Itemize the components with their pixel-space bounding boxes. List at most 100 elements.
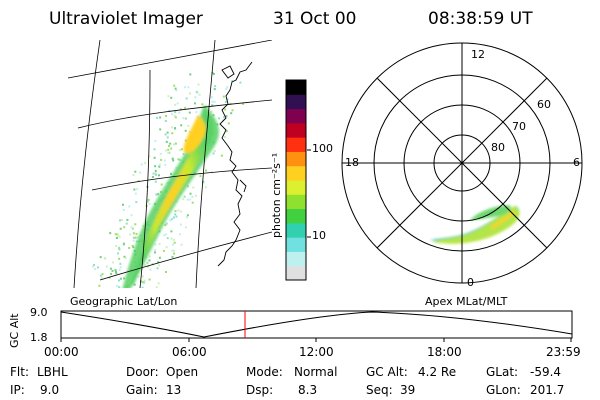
polar-aurora (430, 205, 520, 244)
aurora-oval (122, 105, 219, 288)
aurora-pixel (141, 275, 144, 278)
aurora-pixel (115, 272, 118, 275)
aurora-pixel (175, 89, 178, 92)
aurora-pixel (109, 267, 112, 270)
aurora-pixel (159, 128, 162, 131)
aurora-pixel (187, 86, 190, 89)
aurora-pixel (112, 261, 115, 264)
aurora-pixel (166, 136, 169, 139)
aurora-pixel (104, 256, 107, 259)
aurora-pixel (178, 149, 181, 152)
aurora-pixel (110, 272, 113, 275)
aurora-pixel (218, 117, 221, 120)
aurora-pixel (111, 269, 114, 272)
aurora-pixel (159, 152, 162, 155)
aurora-pixel (165, 246, 168, 249)
color-bar-segment (286, 265, 306, 281)
aurora-pixel (199, 173, 202, 176)
aurora-pixel (118, 279, 120, 282)
aurora-pixel (226, 86, 229, 89)
aurora-pixel (201, 103, 204, 106)
color-bar-ticks (307, 149, 311, 238)
gcalt-value: 4.2 Re (418, 365, 457, 379)
aurora-pixel (158, 163, 161, 166)
aurora-pixel (153, 156, 156, 159)
date-label: 31 Oct 00 (273, 9, 357, 29)
glon-value: 201.7 (530, 383, 565, 397)
aurora-pixel (224, 135, 226, 138)
aurora-pixel (154, 251, 156, 254)
aurora-pixel (114, 269, 117, 272)
aurora-pixel (132, 174, 135, 176)
aurora-pixel (171, 113, 173, 116)
aurora-pixel (224, 108, 227, 111)
glon-label: GLon: (486, 383, 521, 397)
aurora-pixel (174, 142, 177, 145)
aurora-pixel (95, 291, 97, 293)
seq-value: 39 (400, 383, 416, 397)
aurora-pixel (225, 88, 228, 91)
aurora-pixel (165, 140, 168, 143)
color-bar-segment (286, 94, 306, 110)
aurora-pixel (171, 249, 174, 252)
aurora-pixel (116, 234, 119, 237)
altitude-tick-low: 1.8 (30, 331, 48, 344)
aurora-pixel (154, 180, 157, 183)
aurora-pixel (158, 256, 161, 259)
aurora-pixel (186, 198, 189, 201)
color-bar-segment (286, 122, 306, 138)
aurora-pixel (220, 154, 223, 157)
aurora-pixel (164, 233, 167, 236)
aurora-pixel (148, 255, 151, 258)
aurora-pixel (154, 248, 157, 251)
aurora-pixel (133, 283, 136, 286)
aurora-pixel (148, 155, 151, 158)
aurora-pixel (173, 114, 176, 117)
aurora-pixel (118, 257, 121, 260)
aurora-pixel (132, 239, 135, 242)
filter-label: Flt: (10, 365, 29, 379)
aurora-pixel (225, 130, 228, 133)
aurora-pixel (192, 186, 195, 189)
aurora-pixel (183, 195, 186, 198)
aurora-pixel (186, 185, 189, 188)
aurora-pixel (177, 158, 180, 161)
aurora-pixel (119, 227, 122, 230)
aurora-pixel (146, 261, 149, 264)
polar-plot (341, 42, 583, 284)
mlt-label-18: 18 (345, 156, 359, 169)
time-tick-0600: 06:00 (172, 345, 207, 359)
aurora-pixel (142, 224, 145, 227)
color-bar-segment (286, 165, 306, 181)
aurora-pixel (157, 193, 160, 196)
aurora-pixel (157, 261, 160, 264)
aurora-pixel (109, 232, 112, 235)
aurora-pixel (167, 95, 170, 98)
aurora-pixel (231, 109, 234, 112)
aurora-pixel (204, 186, 207, 189)
aurora-pixel (119, 266, 122, 269)
aurora-pixel (155, 173, 157, 176)
aurora-pixel (135, 232, 138, 235)
aurora-pixel (194, 194, 197, 197)
aurora-pixel (167, 148, 170, 151)
glat-label: GLat: (486, 365, 519, 379)
aurora-pixel (123, 255, 126, 258)
aurora-pixel (154, 172, 157, 174)
aurora-pixel (132, 232, 135, 235)
aurora-pixel (158, 264, 161, 267)
aurora-pixel (229, 102, 232, 105)
aurora-pixel (165, 115, 168, 117)
aurora-pixel (140, 163, 143, 166)
aurora-pixel (184, 129, 187, 132)
aurora-pixel (160, 183, 163, 186)
geographic-label: Geographic Lat/Lon (70, 295, 178, 308)
aurora-pixel (184, 86, 187, 89)
aurora-pixel (137, 275, 140, 278)
aurora-pixel (101, 273, 104, 276)
aurora-pixel (164, 120, 167, 122)
aurora-pixel (119, 219, 121, 222)
aurora-pixel (184, 117, 187, 120)
aurora-pixel (122, 203, 124, 206)
aurora-pixel (174, 127, 176, 130)
